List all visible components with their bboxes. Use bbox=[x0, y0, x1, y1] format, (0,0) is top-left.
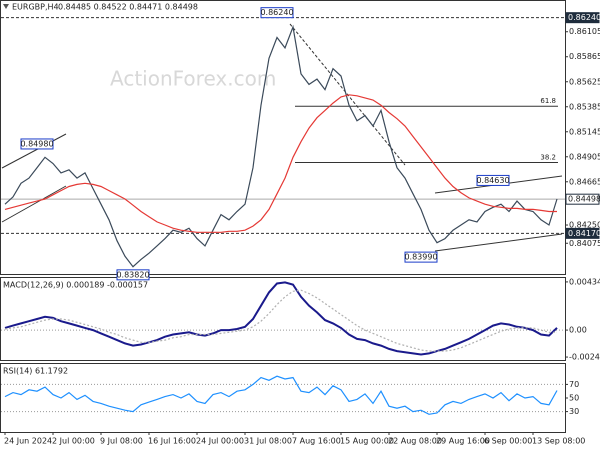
macd-title: MACD(12,26,9) 0.000189 -0.000157 bbox=[3, 281, 148, 290]
y-tick-label: 70 bbox=[569, 380, 579, 389]
series-line bbox=[4, 289, 557, 352]
series-line bbox=[4, 94, 557, 233]
channel-line bbox=[1, 133, 67, 169]
annotation-box bbox=[476, 174, 510, 186]
y-tick-label: 0.84250 bbox=[569, 221, 600, 230]
x-tick-label: 15 Aug 00:00 bbox=[340, 437, 394, 446]
y-tick-label: 0.85625 bbox=[569, 77, 600, 86]
x-tick-label: 31 Jul 08:00 bbox=[244, 437, 292, 446]
series-line bbox=[4, 375, 558, 415]
y-tick-label: 0.84905 bbox=[569, 152, 600, 161]
price-marker bbox=[565, 12, 600, 24]
y-tick-label: 0.00 bbox=[569, 326, 587, 335]
trend-line bbox=[434, 233, 563, 252]
price-marker-label: 0.84498 bbox=[568, 195, 600, 204]
fib-label: 38.2 bbox=[540, 154, 556, 162]
annotation-label: 0.84980 bbox=[20, 139, 53, 148]
trend-lines bbox=[1, 23, 563, 252]
annotation-label: 0.83820 bbox=[116, 270, 149, 279]
fib-label: 61.8 bbox=[540, 97, 556, 105]
price-marker-label: 0.86240 bbox=[568, 13, 600, 22]
annotation-box bbox=[404, 251, 438, 263]
y-tick-label: 50 bbox=[569, 394, 579, 403]
y-tick-label: -0.002434 bbox=[569, 353, 600, 362]
price-marker-label: 0.84170 bbox=[568, 229, 600, 238]
y-tick-label: 0.85385 bbox=[569, 102, 600, 111]
chart-subtitle: 0.84485 0.84522 0.84471 0.84498 bbox=[58, 3, 198, 12]
annotation-box bbox=[116, 269, 150, 281]
y-tick-label: 30 bbox=[569, 407, 579, 416]
price-marker bbox=[565, 193, 600, 205]
rsi-title: RSI(14) 61.1792 bbox=[3, 367, 68, 376]
y-tick-label: 0.84665 bbox=[569, 177, 600, 186]
y-tick-label: 0.85865 bbox=[569, 52, 600, 61]
x-tick-label: 13 Sep 08:00 bbox=[532, 437, 585, 446]
frames bbox=[0, 0, 566, 433]
macd-frame bbox=[0, 277, 566, 361]
x-tick-label: 6 Sep 00:00 bbox=[484, 437, 532, 446]
series-line bbox=[4, 281, 558, 356]
trend-line bbox=[289, 23, 406, 166]
annotation-label: 0.86240 bbox=[260, 8, 293, 17]
y-tick-label: 0.85145 bbox=[569, 127, 600, 136]
channel-line bbox=[1, 185, 67, 223]
y-tick-label: 0.84075 bbox=[569, 239, 600, 248]
symbol-icon bbox=[3, 4, 9, 9]
x-tick-label: 2 Jul 00:00 bbox=[52, 437, 95, 446]
x-tick-label: 29 Aug 16:00 bbox=[436, 437, 490, 446]
x-tick-label: 7 Aug 16:00 bbox=[292, 437, 341, 446]
x-tick-label: 24 Jul 00:00 bbox=[196, 437, 244, 446]
x-tick-label: 24 Jun 2024 bbox=[4, 437, 52, 446]
chart-title: EURGBP,H4 bbox=[12, 3, 59, 12]
annotation-box bbox=[260, 7, 294, 19]
y-tick-label: 0.004347 bbox=[569, 277, 600, 286]
watermark: ActionForex.com bbox=[110, 67, 276, 91]
y-tick-label: 0.86105 bbox=[569, 27, 600, 36]
x-tick-label: 22 Aug 08:00 bbox=[388, 437, 442, 446]
price-marker bbox=[565, 227, 600, 239]
annotation-label: 0.84630 bbox=[476, 176, 509, 185]
annotation-box bbox=[20, 138, 54, 150]
main-frame bbox=[0, 0, 566, 275]
x-tick-label: 9 Jul 08:00 bbox=[100, 437, 143, 446]
x-tick-label: 16 Jul 16:00 bbox=[148, 437, 196, 446]
annotation-label: 0.83990 bbox=[404, 253, 437, 262]
series-line bbox=[4, 24, 558, 268]
